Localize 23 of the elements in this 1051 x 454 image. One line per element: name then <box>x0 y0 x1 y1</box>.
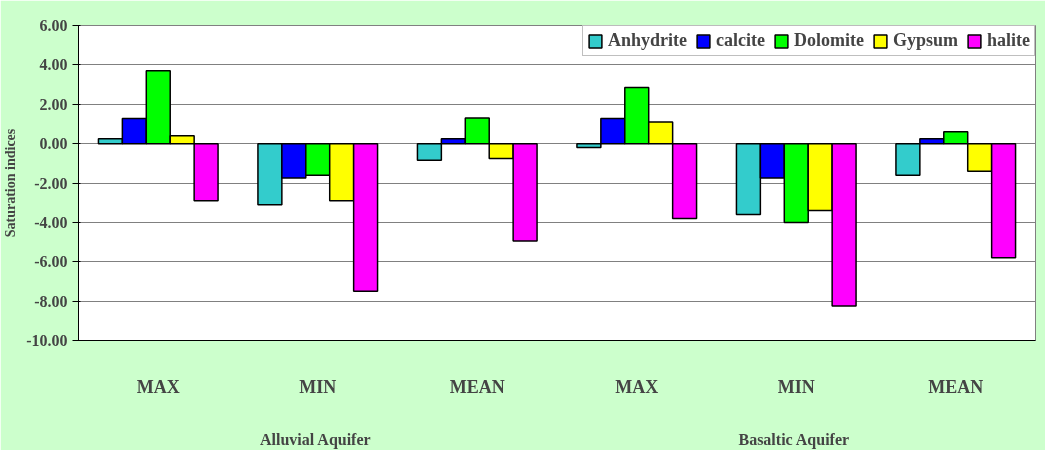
legend-label: calcite <box>716 30 765 51</box>
y-tick-label: -6.00 <box>34 253 68 271</box>
x-tick-label: MIN <box>299 376 337 397</box>
y-tick-label: -2.00 <box>34 174 68 192</box>
x-tick-label: MAX <box>615 376 659 397</box>
y-tick-label: 4.00 <box>39 56 68 74</box>
y-tick-label: -4.00 <box>34 213 68 231</box>
text: Alluvial Aquifer <box>259 430 371 449</box>
legend-label: Gypsum <box>892 30 958 51</box>
x-tick-label: MEAN <box>449 376 505 397</box>
legend-label: Anhydrite <box>608 30 688 51</box>
y-axis-title: Saturation indices <box>3 128 19 238</box>
y-tick-label: 6.00 <box>39 17 68 34</box>
legend-label: Dolomite <box>793 30 864 51</box>
text: Basaltic Aquifer <box>738 430 850 449</box>
x-tick-label: MIN <box>777 376 815 397</box>
y-tick-label: 0.00 <box>39 135 68 153</box>
x-tick-label: MAX <box>136 376 180 397</box>
legend-label: halite <box>987 30 1030 51</box>
y-tick-label: 2.00 <box>39 95 68 113</box>
y-tick-label: -8.00 <box>34 292 68 310</box>
y-tick-label: -10.00 <box>26 332 68 349</box>
x-tick-label: MEAN <box>928 376 984 397</box>
